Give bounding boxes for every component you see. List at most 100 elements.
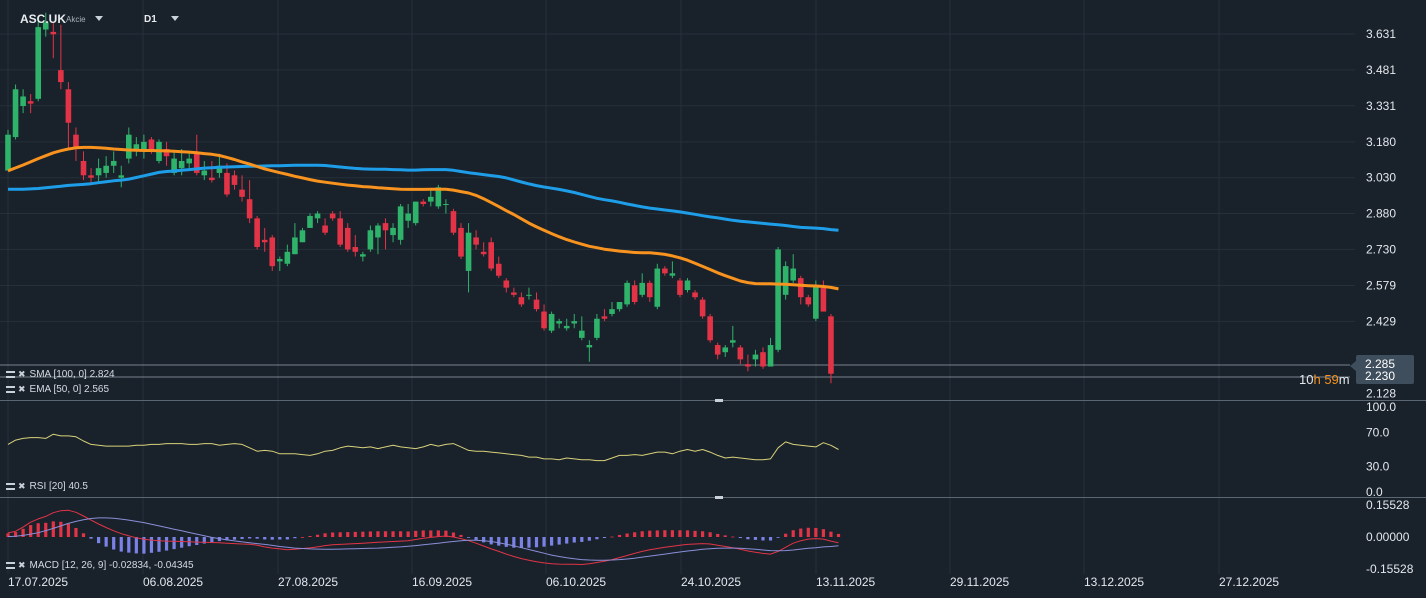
macd-histogram-bar <box>376 531 380 537</box>
macd-histogram-bar <box>678 530 682 537</box>
candle-bullish <box>141 141 147 152</box>
macd-histogram-bar <box>655 530 659 537</box>
macd-histogram-bar <box>580 537 584 542</box>
candle-bullish <box>556 321 562 324</box>
macd-histogram-bar <box>6 533 10 537</box>
candle-bullish <box>405 213 411 221</box>
candle-bullish <box>465 232 472 271</box>
candle-bearish <box>714 345 721 355</box>
macd-histogram-bar <box>466 537 471 538</box>
macd-histogram-bar <box>753 537 758 540</box>
candle-bullish <box>586 345 593 348</box>
symbol-dropdown-icon[interactable] <box>95 16 103 21</box>
macd-histogram-bar <box>51 521 55 537</box>
current-price-badge: 2.285 2.230 <box>1356 355 1414 384</box>
close-icon[interactable]: ✖ <box>18 481 26 491</box>
candle-bullish <box>186 158 192 164</box>
candle-bullish <box>639 282 645 295</box>
close-icon[interactable]: ✖ <box>18 369 26 379</box>
macd-histogram-bar <box>595 537 599 540</box>
macd-histogram-bar <box>761 537 765 541</box>
ema-legend[interactable]: ✖ EMA [50, 0] 2.565 <box>6 384 109 395</box>
macd-histogram-bar <box>791 530 795 537</box>
candle-bullish <box>5 134 11 171</box>
candle-bullish <box>367 230 374 250</box>
macd-histogram-bar <box>497 537 501 546</box>
candle-bullish <box>35 27 41 99</box>
macd-histogram-bar <box>353 531 357 537</box>
rsi-legend[interactable]: ✖ RSI [20] 40.5 <box>6 481 88 492</box>
price-axis-label: 2.429 <box>1366 314 1396 328</box>
macd-histogram-bar <box>693 530 697 537</box>
macd-histogram-bar <box>519 537 523 548</box>
candle-bullish <box>548 313 555 331</box>
candle-bearish <box>745 364 751 367</box>
macd-histogram-bar <box>482 537 486 543</box>
price-axis-label: 3.331 <box>1366 99 1396 113</box>
macd-histogram-bar <box>784 533 788 537</box>
pane-resize-handle <box>715 399 723 402</box>
candle-bearish <box>518 297 525 305</box>
macd-histogram-bar <box>36 523 40 537</box>
macd-histogram-bar <box>504 537 508 547</box>
timeframe-selector[interactable]: D1 <box>144 14 157 25</box>
macd-histogram-bar <box>338 532 342 537</box>
macd-histogram-bar <box>248 537 252 539</box>
candle-bearish <box>193 153 200 173</box>
macd-histogram-bar <box>814 527 818 537</box>
macd-histogram-bar <box>550 537 554 546</box>
macd-histogram-bar <box>172 537 176 550</box>
candle-bullish <box>775 249 781 350</box>
candle-bearish <box>80 160 87 176</box>
close-icon[interactable]: ✖ <box>18 384 26 394</box>
macd-histogram-bar <box>255 537 259 539</box>
candle-bearish <box>541 311 547 329</box>
macd-histogram-bar <box>278 537 282 540</box>
macd-histogram-bar <box>512 537 516 548</box>
macd-histogram-bar <box>270 537 274 540</box>
candle-bullish <box>171 158 177 173</box>
symbol-name[interactable]: ASC.UK <box>20 12 67 26</box>
macd-histogram-bar <box>331 532 335 537</box>
candle-bullish <box>594 318 600 338</box>
candle-bearish <box>495 263 502 276</box>
macd-histogram-bar <box>59 521 63 537</box>
settings-lines-icon[interactable] <box>6 385 15 393</box>
candle-bearish <box>692 292 698 298</box>
macd-histogram-bar <box>391 531 395 537</box>
settings-lines-icon[interactable] <box>6 482 15 490</box>
macd-histogram-bar <box>89 537 93 539</box>
candle-bullish <box>782 266 789 295</box>
candle-bearish <box>73 134 79 150</box>
macd-histogram-bar <box>557 537 561 545</box>
timeframe-dropdown-icon[interactable] <box>171 16 179 21</box>
macd-histogram-bar <box>134 537 138 554</box>
candle-bearish <box>88 175 94 178</box>
time-axis-label: 06.10.2025 <box>546 575 606 589</box>
candle-bearish <box>254 218 260 248</box>
macd-axis-label: 0.15528 <box>1366 498 1410 512</box>
candle-bullish <box>563 325 570 329</box>
macd-histogram-bar <box>821 529 825 537</box>
settings-lines-icon[interactable] <box>6 561 15 569</box>
macd-histogram-bar <box>685 530 690 537</box>
candle-bearish <box>662 268 668 274</box>
candle-bullish <box>118 175 125 178</box>
macd-legend[interactable]: ✖ MACD [12, 26, 9] -0.02834, -0.04345 <box>6 560 194 571</box>
macd-histogram-bar <box>451 532 456 537</box>
candle-bearish <box>828 316 834 374</box>
candle-bearish <box>699 299 706 317</box>
candle-bearish <box>329 213 336 219</box>
candle-bullish <box>284 251 291 264</box>
chart-toolbar: ASC.UK Akcie D1 <box>0 0 1426 36</box>
macd-histogram-bar <box>640 531 644 537</box>
candle-bearish <box>737 347 744 360</box>
close-icon[interactable]: ✖ <box>18 560 26 570</box>
macd-histogram-bar <box>806 527 810 537</box>
time-axis-label: 13.11.2025 <box>816 575 875 589</box>
settings-lines-icon[interactable] <box>6 370 15 378</box>
price-axis-label: 3.180 <box>1366 135 1396 149</box>
sma-legend[interactable]: ✖ SMA [100, 0] 2.824 <box>6 369 115 380</box>
